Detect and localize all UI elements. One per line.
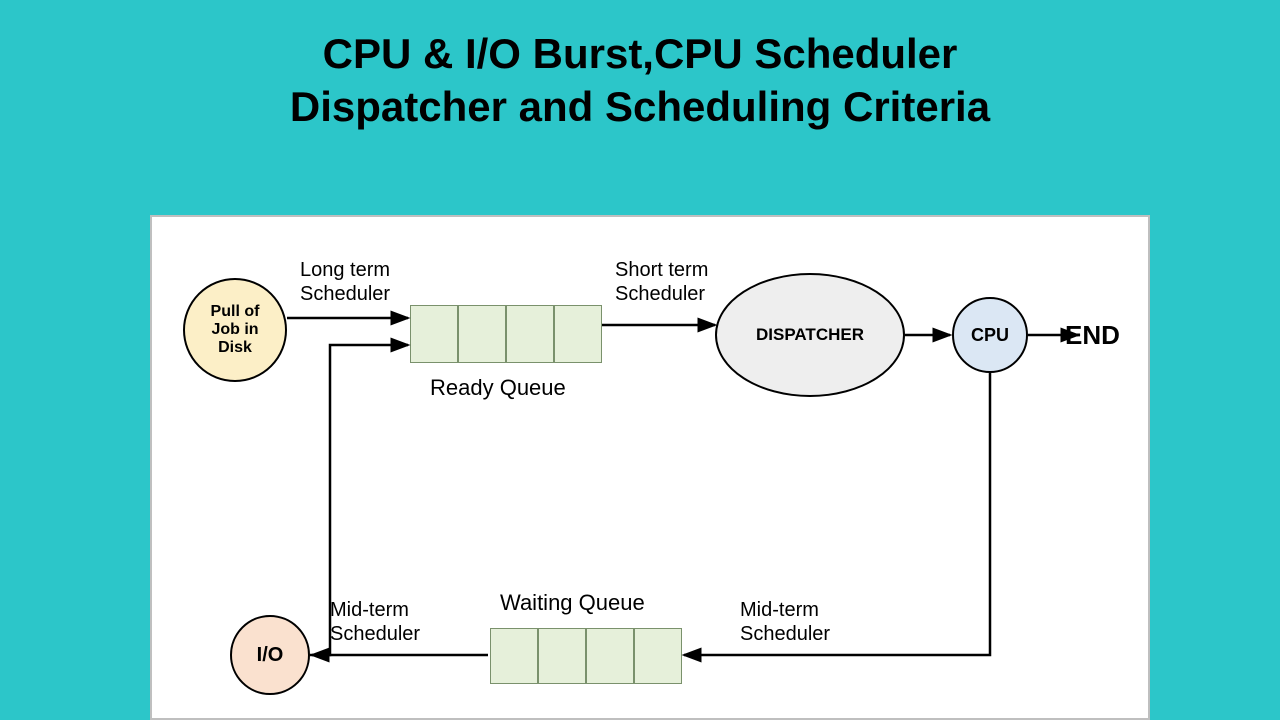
ready-queue	[410, 305, 602, 363]
queue-cell	[586, 628, 634, 684]
node-io: I/O	[230, 615, 310, 695]
label-short-term-scheduler: Short term Scheduler	[615, 258, 708, 306]
queue-cell	[634, 628, 682, 684]
node-cpu: CPU	[952, 297, 1028, 373]
node-pull-of-job: Pull of Job in Disk	[183, 278, 287, 382]
queue-cell	[538, 628, 586, 684]
node-pull-label: Pull of Job in Disk	[211, 303, 260, 357]
node-dispatcher: DISPATCHER	[715, 273, 905, 397]
waiting-queue	[490, 628, 682, 684]
label-mid-term-scheduler-left: Mid-term Scheduler	[330, 598, 420, 646]
queue-cell	[506, 305, 554, 363]
label-end: END	[1065, 320, 1120, 351]
node-io-label: I/O	[257, 644, 284, 667]
waiting-queue-label: Waiting Queue	[500, 590, 645, 616]
title-line-1: CPU & I/O Burst,CPU Scheduler	[323, 30, 958, 77]
label-long-term-scheduler: Long term Scheduler	[300, 258, 390, 306]
node-cpu-label: CPU	[971, 325, 1009, 346]
stage: CPU & I/O Burst,CPU Scheduler Dispatcher…	[0, 0, 1280, 720]
queue-cell	[410, 305, 458, 363]
node-dispatcher-label: DISPATCHER	[756, 325, 864, 345]
queue-cell	[490, 628, 538, 684]
title-line-2: Dispatcher and Scheduling Criteria	[290, 83, 990, 130]
page-title: CPU & I/O Burst,CPU Scheduler Dispatcher…	[0, 28, 1280, 133]
ready-queue-label: Ready Queue	[430, 375, 566, 401]
label-mid-term-scheduler-right: Mid-term Scheduler	[740, 598, 830, 646]
queue-cell	[554, 305, 602, 363]
queue-cell	[458, 305, 506, 363]
